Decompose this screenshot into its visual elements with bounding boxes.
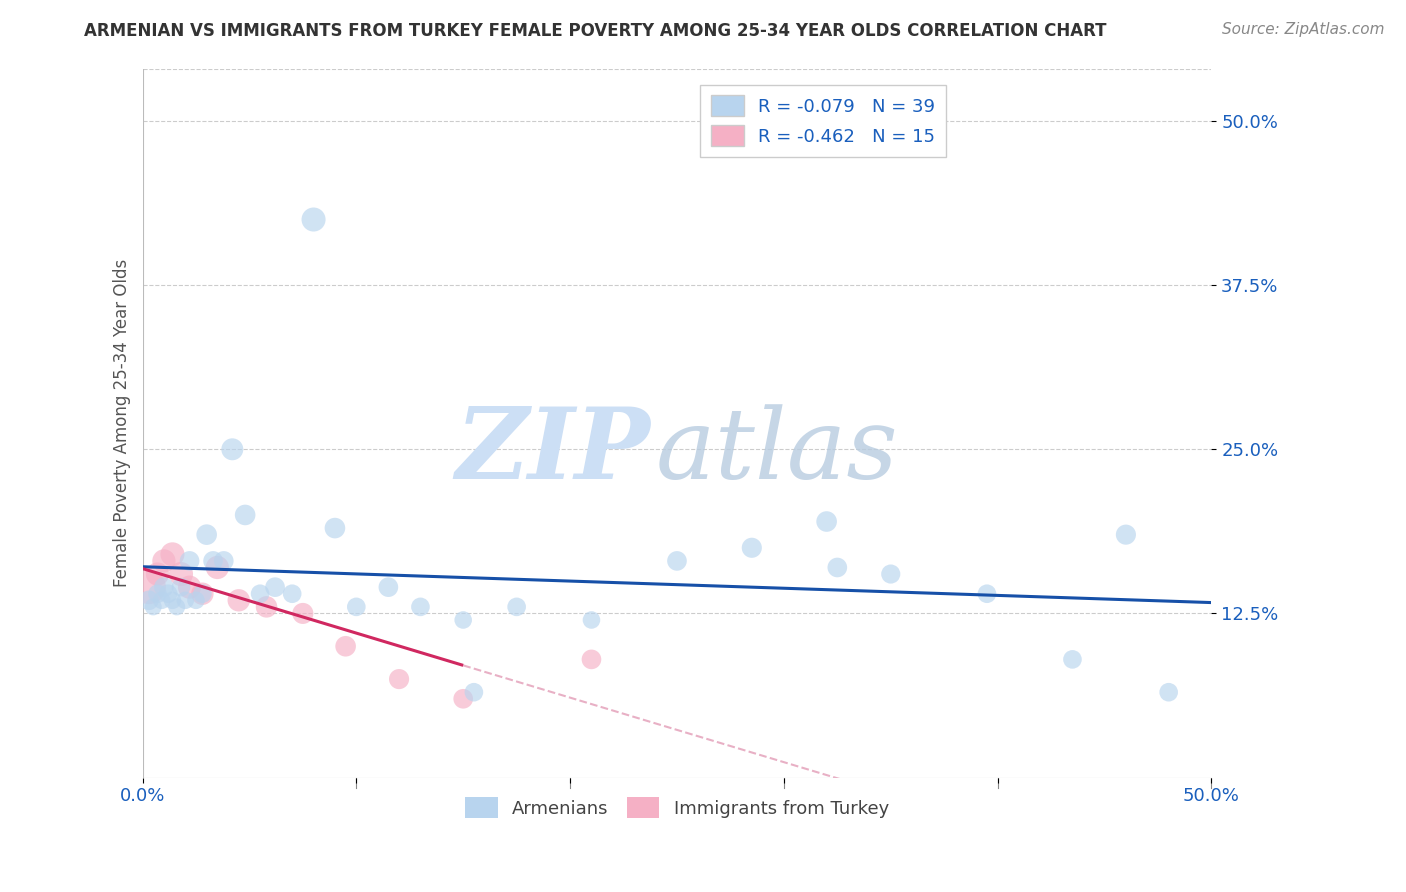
- Point: [212, 554, 235, 568]
- Text: ARMENIAN VS IMMIGRANTS FROM TURKEY FEMALE POVERTY AMONG 25-34 YEAR OLDS CORRELAT: ARMENIAN VS IMMIGRANTS FROM TURKEY FEMAL…: [84, 22, 1107, 40]
- Point: [228, 593, 250, 607]
- Point: [150, 593, 173, 607]
- Point: [323, 521, 346, 535]
- Point: [291, 607, 314, 621]
- Point: [179, 580, 201, 594]
- Point: [815, 515, 838, 529]
- Point: [191, 587, 214, 601]
- Point: [377, 580, 399, 594]
- Point: [335, 640, 357, 654]
- Point: [344, 599, 367, 614]
- Point: [1062, 652, 1084, 666]
- Point: [207, 560, 229, 574]
- Point: [264, 580, 287, 594]
- Point: [256, 599, 278, 614]
- Point: [153, 580, 176, 594]
- Point: [179, 554, 201, 568]
- Point: [170, 567, 193, 582]
- Point: [146, 587, 169, 601]
- Point: [166, 599, 188, 614]
- Point: [451, 691, 474, 706]
- Point: [157, 587, 180, 601]
- Point: [581, 613, 603, 627]
- Point: [1157, 685, 1180, 699]
- Point: [388, 672, 411, 686]
- Point: [249, 587, 271, 601]
- Point: [233, 508, 256, 522]
- Text: atlas: atlas: [655, 404, 898, 499]
- Point: [463, 685, 485, 699]
- Y-axis label: Female Poverty Among 25-34 Year Olds: Female Poverty Among 25-34 Year Olds: [114, 259, 131, 587]
- Point: [1115, 527, 1137, 541]
- Point: [142, 599, 165, 614]
- Point: [138, 593, 160, 607]
- Point: [665, 554, 688, 568]
- Point: [162, 547, 184, 561]
- Text: ZIP: ZIP: [456, 403, 650, 500]
- Point: [880, 567, 903, 582]
- Point: [153, 554, 176, 568]
- Point: [741, 541, 763, 555]
- Legend: Armenians, Immigrants from Turkey: Armenians, Immigrants from Turkey: [458, 790, 896, 825]
- Point: [202, 554, 225, 568]
- Point: [409, 599, 432, 614]
- Point: [302, 212, 325, 227]
- Point: [184, 593, 207, 607]
- Point: [170, 580, 193, 594]
- Point: [191, 587, 214, 601]
- Point: [827, 560, 849, 574]
- Point: [976, 587, 998, 601]
- Point: [505, 599, 527, 614]
- Point: [174, 593, 197, 607]
- Text: Source: ZipAtlas.com: Source: ZipAtlas.com: [1222, 22, 1385, 37]
- Point: [581, 652, 603, 666]
- Point: [162, 593, 184, 607]
- Point: [221, 442, 243, 457]
- Point: [138, 580, 160, 594]
- Point: [281, 587, 304, 601]
- Point: [195, 527, 218, 541]
- Point: [146, 567, 169, 582]
- Point: [451, 613, 474, 627]
